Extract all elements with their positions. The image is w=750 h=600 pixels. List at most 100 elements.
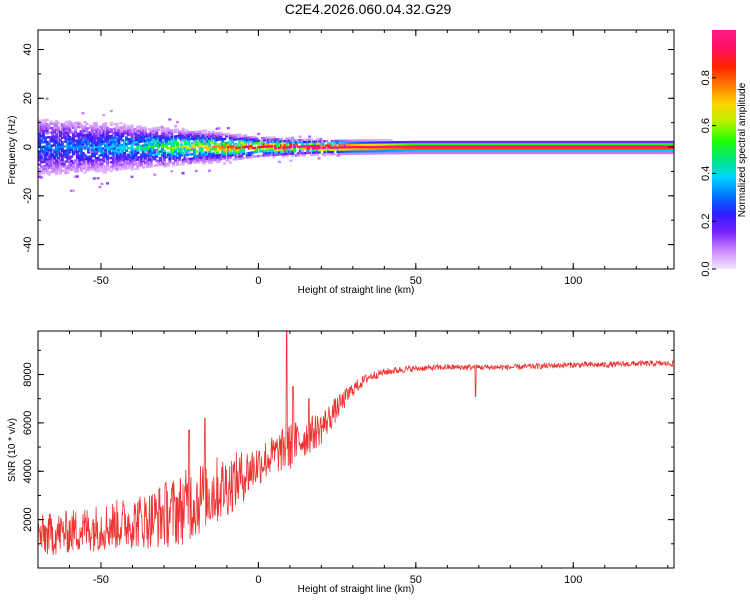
heatmap-cell [53, 170, 57, 173]
heatmap-cell [344, 148, 348, 151]
heatmap-cell [463, 149, 467, 152]
heatmap-cell [66, 120, 70, 124]
heatmap-cell [121, 154, 125, 157]
heatmap-cell [136, 136, 140, 139]
heatmap-cell [672, 140, 674, 144]
heatmap-cell [616, 143, 620, 146]
heatmap-cell [145, 146, 149, 149]
heatmap-cell [308, 135, 312, 138]
heatmap-cell [640, 145, 644, 148]
heatmap-cell [461, 149, 465, 152]
heatmap-cell [174, 130, 178, 134]
heatmap-cell [106, 144, 110, 147]
heatmap-cell [342, 139, 346, 142]
heatmap-cell [661, 151, 665, 155]
heatmap-cell [378, 152, 382, 155]
heatmap-cell [600, 145, 605, 148]
heatmap-cell [119, 122, 123, 125]
heatmap-cell [311, 140, 316, 143]
heatmap-cell [168, 140, 172, 143]
heatmap-cell [39, 121, 44, 124]
heatmap-cell [223, 142, 227, 145]
heatmap-cell [236, 144, 240, 147]
heatmap-ytick-label: 20 [22, 92, 34, 104]
heatmap-cell [412, 149, 416, 152]
heatmap-cell [162, 149, 166, 153]
heatmap-cell [106, 146, 110, 149]
heatmap-cell [670, 149, 674, 152]
heatmap-cell [83, 164, 87, 168]
heatmap-cell [136, 134, 140, 137]
heatmap-cell [157, 137, 161, 140]
heatmap-cell [62, 129, 66, 133]
heatmap-cell [332, 139, 336, 143]
heatmap-cell [85, 160, 89, 163]
heatmap-cell [317, 149, 321, 152]
heatmap-cell [121, 134, 125, 138]
heatmap-cell [636, 145, 641, 148]
heatmap-cell [298, 141, 302, 144]
heatmap-cell [364, 145, 369, 149]
heatmap-cell [43, 118, 47, 122]
heatmap-cell [264, 152, 268, 155]
heatmap-cell [279, 151, 284, 154]
heatmap-cell [202, 162, 206, 165]
heatmap-cell [168, 118, 172, 121]
heatmap-cell [168, 155, 172, 158]
heatmap-cell [104, 170, 108, 174]
heatmap-cell [440, 140, 444, 144]
heatmap-cell [389, 138, 393, 142]
heatmap-cell [342, 148, 346, 151]
heatmap-cell [183, 149, 187, 152]
heatmap-cell [648, 143, 652, 146]
heatmap-cell [515, 143, 520, 146]
heatmap-cell [162, 162, 166, 166]
heatmap-cell [183, 160, 187, 163]
heatmap-cell [319, 148, 323, 152]
heatmap-cell [468, 147, 472, 150]
heatmap-cell [532, 147, 537, 150]
heatmap-cell [194, 143, 198, 147]
heatmap-cell [94, 167, 98, 171]
heatmap-cell [43, 167, 47, 170]
heatmap-cell [429, 143, 433, 146]
heatmap-cell [485, 140, 489, 144]
heatmap-cell [621, 147, 625, 150]
heatmap-cell [55, 148, 59, 151]
heatmap-cell [115, 162, 119, 165]
heatmap-cell [236, 138, 240, 141]
heatmap-cell [608, 151, 612, 155]
heatmap-cell [372, 139, 376, 142]
heatmap-cell [109, 165, 113, 168]
heatmap-cell [361, 145, 365, 149]
heatmap-cell [487, 143, 491, 146]
heatmap-cell [444, 143, 448, 146]
heatmap-cell [191, 137, 195, 140]
heatmap-cell [417, 151, 421, 155]
heatmap-cell [260, 141, 265, 144]
heatmap-cell [429, 151, 433, 155]
colorbar-gradient [712, 30, 736, 269]
heatmap-cell [391, 141, 395, 144]
heatmap-cell [638, 151, 642, 155]
heatmap-cell [140, 138, 144, 141]
heatmap-cell [444, 151, 448, 155]
heatmap-cell [306, 143, 310, 146]
heatmap-cell [653, 140, 658, 144]
heatmap-cell [410, 151, 414, 155]
heatmap-cell [506, 151, 510, 155]
heatmap-cell [510, 143, 514, 146]
heatmap-cell [357, 145, 361, 149]
heatmap-cell [140, 133, 144, 137]
heatmap-cell [157, 146, 161, 149]
heatmap-cell [202, 136, 206, 139]
heatmap-cell [124, 138, 129, 141]
heatmap-cell [177, 150, 181, 153]
heatmap-cell [94, 148, 98, 151]
heatmap-cell [621, 140, 625, 144]
heatmap-cell [336, 141, 340, 145]
heatmap-cell [529, 140, 533, 144]
heatmap-cell [83, 147, 87, 150]
heatmap-cell [102, 171, 106, 174]
heatmap-cell [221, 151, 225, 154]
